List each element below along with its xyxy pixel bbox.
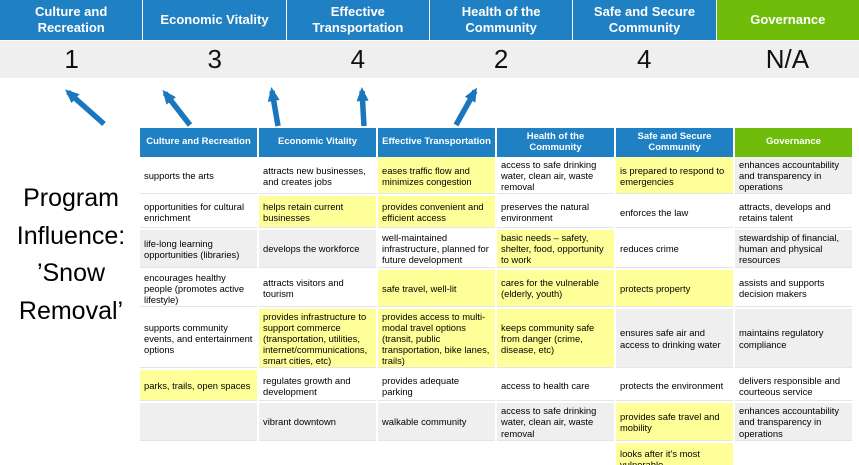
- score-culture: 1: [64, 44, 79, 74]
- matrix-cell: enhances accountability and transparency…: [734, 402, 852, 443]
- matrix-cell-highlighted: provides convenient and efficient access: [377, 195, 497, 231]
- matrix-cell-highlighted: helps retain current businesses: [258, 195, 378, 231]
- matrix-cell: encourages healthy people (promotes acti…: [140, 268, 259, 309]
- matrix-cell: access to safe drinking water, clean air…: [496, 157, 616, 197]
- matrix-body: supports the arts attracts new businesses…: [140, 157, 852, 465]
- matrix-cell: [496, 441, 616, 465]
- matrix-cell: [140, 402, 259, 443]
- influence-arrows: [65, 87, 478, 127]
- summary-header-safety: Safe and Secure Community: [573, 0, 716, 40]
- matrix-row: looks after it's most vulnerable: [140, 441, 852, 465]
- program-influence-label: Program Influence: ’Snow Removal’: [16, 184, 126, 325]
- matrix-header-cell: Governance: [734, 128, 852, 157]
- matrix-cell-highlighted: eases traffic flow and minimizes congest…: [377, 157, 497, 197]
- arrow-icon: [65, 89, 106, 127]
- matrix-cell-highlighted: provides infrastructure to support comme…: [258, 307, 378, 371]
- matrix-cell-highlighted: cares for the vulnerable (elderly, youth…: [496, 268, 616, 309]
- matrix-cell: access to safe drinking water, clean air…: [496, 402, 616, 443]
- matrix-header-cell: Effective Transportation: [377, 128, 497, 157]
- summary-header-economic: Economic Vitality: [143, 0, 286, 40]
- matrix-row: life-long learning opportunities (librar…: [140, 229, 852, 270]
- summary-score-row: 1 3 4 2 4 N/A: [0, 41, 859, 78]
- score-governance: N/A: [765, 44, 810, 74]
- score-safety: 4: [637, 44, 652, 74]
- arrow-icon: [267, 87, 281, 127]
- matrix-cell-highlighted: safe travel, well-lit: [377, 268, 497, 309]
- matrix-row: encourages healthy people (promotes acti…: [140, 268, 852, 309]
- matrix-cell: delivers responsible and courteous servi…: [734, 369, 852, 404]
- matrix-cell: ensures safe air and access to drinking …: [615, 307, 735, 371]
- matrix-cell: [734, 441, 852, 465]
- matrix-cell: walkable community: [377, 402, 497, 443]
- matrix-cell-highlighted: provides safe travel and mobility: [615, 402, 735, 443]
- score-economic: 3: [207, 44, 222, 74]
- matrix-row: parks, trails, open spaces regulates grow…: [140, 369, 852, 404]
- matrix-cell: supports community events, and entertain…: [140, 307, 259, 371]
- matrix-row: vibrant downtown walkable community access…: [140, 402, 852, 443]
- matrix-header-row: Culture and Recreation Economic Vitality E…: [140, 128, 852, 157]
- matrix-cell: [140, 441, 259, 465]
- matrix-cell: assists and supports decision makers: [734, 268, 852, 309]
- score-transportation: 4: [350, 44, 366, 74]
- matrix-cell: attracts, develops and retains talent: [734, 195, 852, 231]
- matrix-header-cell: Culture and Recreation: [140, 128, 259, 157]
- arrow-icon: [162, 89, 193, 127]
- matrix-header-cell: Economic Vitality: [258, 128, 378, 157]
- summary-header-health: Health of the Community: [429, 0, 573, 40]
- matrix-cell-highlighted: provides access to multi-modal travel op…: [377, 307, 497, 371]
- matrix-cell: develops the workforce: [258, 229, 378, 270]
- matrix-cell: well-maintained infrastructure, planned …: [377, 229, 497, 270]
- summary-header-governance: Governance: [716, 0, 859, 40]
- matrix-cell-highlighted: basic needs – safety, shelter, food, opp…: [496, 229, 616, 270]
- summary-header-transportation: Effective Transportation: [286, 0, 429, 40]
- matrix-cell: reduces crime: [615, 229, 735, 270]
- matrix-cell: [258, 441, 378, 465]
- arrow-icon: [356, 87, 369, 127]
- influence-matrix: Culture and Recreation Economic Vitality E…: [140, 128, 852, 465]
- matrix-cell: enhances accountability and transparency…: [734, 157, 852, 197]
- matrix-cell: [377, 441, 497, 465]
- matrix-cell-highlighted: parks, trails, open spaces: [140, 369, 259, 404]
- matrix-cell-highlighted: looks after it's most vulnerable: [615, 441, 735, 465]
- matrix-row: opportunities for cultural enrichment hel…: [140, 195, 852, 231]
- matrix-cell: stewardship of financial, human and phys…: [734, 229, 852, 270]
- arrow-icon: [453, 87, 478, 127]
- matrix-cell: access to health care: [496, 369, 616, 404]
- matrix-cell: provides adequate parking: [377, 369, 497, 404]
- matrix-cell: protects the environment: [615, 369, 735, 404]
- matrix-cell: vibrant downtown: [258, 402, 378, 443]
- matrix-cell-highlighted: is prepared to respond to emergencies: [615, 157, 735, 197]
- matrix-cell: opportunities for cultural enrichment: [140, 195, 259, 231]
- matrix-cell-highlighted: protects property: [615, 268, 735, 309]
- matrix-header-cell: Health of the Community: [496, 128, 616, 157]
- matrix-row: supports the arts attracts new businesses…: [140, 157, 852, 197]
- matrix-cell: maintains regulatory compliance: [734, 307, 852, 371]
- matrix-cell-highlighted: keeps community safe from danger (crime,…: [496, 307, 616, 371]
- matrix-cell: supports the arts: [140, 157, 259, 197]
- matrix-header-cell: Safe and Secure Community: [615, 128, 735, 157]
- matrix-cell: attracts visitors and tourism: [258, 268, 378, 309]
- matrix-row: supports community events, and entertain…: [140, 307, 852, 371]
- summary-header-row: Culture and Recreation Economic Vitality…: [0, 0, 859, 40]
- matrix-cell: life-long learning opportunities (librar…: [140, 229, 259, 270]
- matrix-cell: regulates growth and development: [258, 369, 378, 404]
- summary-header-culture: Culture and Recreation: [0, 0, 143, 40]
- matrix-cell: preserves the natural environment: [496, 195, 616, 231]
- matrix-cell: enforces the law: [615, 195, 735, 231]
- matrix-cell: attracts new businesses, and creates job…: [258, 157, 378, 197]
- score-health: 2: [493, 44, 509, 74]
